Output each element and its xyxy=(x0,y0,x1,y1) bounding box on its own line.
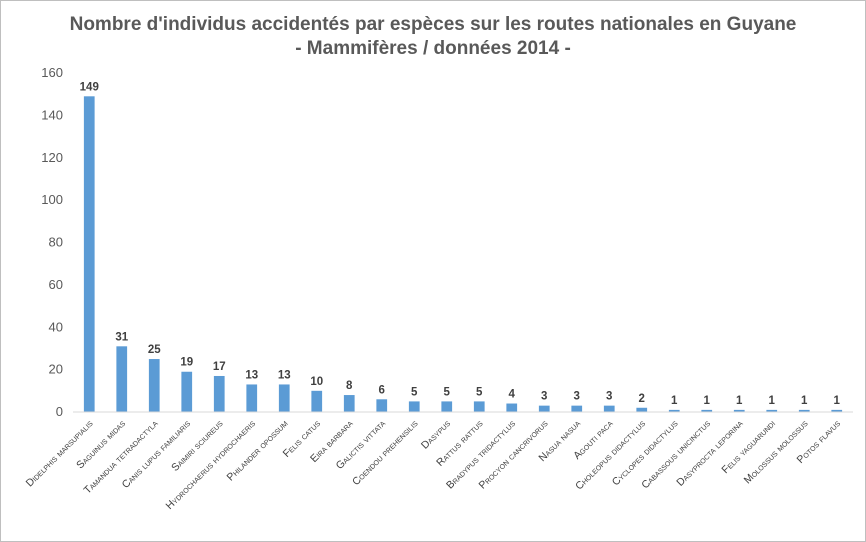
y-tick-label: 40 xyxy=(49,319,63,334)
bar xyxy=(441,401,453,412)
y-tick-label: 120 xyxy=(41,150,63,165)
bar xyxy=(311,390,323,412)
bar xyxy=(213,375,225,412)
bar xyxy=(83,96,95,413)
bars: 149 31 25 19 17 13 13 10 8 6 5 5 5 4 3 3 3 2 1 1 1 1 1 1 xyxy=(80,81,843,413)
data-label: 1 xyxy=(801,395,808,407)
bar xyxy=(668,409,680,412)
data-label: 2 xyxy=(639,393,645,405)
data-label: 1 xyxy=(671,395,678,407)
bar xyxy=(116,346,128,412)
bar xyxy=(798,409,810,412)
data-label: 3 xyxy=(574,391,580,403)
data-label: 1 xyxy=(704,395,711,407)
data-label: 8 xyxy=(346,380,353,392)
data-label: 3 xyxy=(606,391,612,403)
bar xyxy=(831,409,843,412)
bar xyxy=(571,405,583,412)
bar xyxy=(246,384,258,412)
chart-title-line2: - Mammifères / données 2014 - xyxy=(295,38,571,59)
data-label: 5 xyxy=(476,386,483,398)
bar xyxy=(636,407,648,412)
y-tick-label: 100 xyxy=(41,192,63,207)
data-label: 1 xyxy=(736,395,743,407)
y-tick-label: 60 xyxy=(49,277,63,292)
data-label: 1 xyxy=(769,395,776,407)
bar xyxy=(278,384,290,412)
bar xyxy=(343,395,355,412)
data-label: 149 xyxy=(80,81,99,93)
y-tick-label: 160 xyxy=(41,65,63,80)
bar xyxy=(148,359,160,412)
data-label: 5 xyxy=(411,386,418,398)
bar xyxy=(506,403,518,412)
data-label: 3 xyxy=(541,391,547,403)
data-label: 25 xyxy=(148,344,161,356)
data-label: 5 xyxy=(444,386,451,398)
bar xyxy=(701,409,713,412)
y-axis: 0 20 40 60 80 100 120 140 160 xyxy=(41,65,63,419)
bar xyxy=(181,371,193,412)
y-tick-label: 0 xyxy=(56,404,63,419)
data-label: 13 xyxy=(245,369,258,381)
data-label: 6 xyxy=(379,384,385,396)
bar xyxy=(538,405,550,412)
bar xyxy=(603,405,615,412)
data-label: 1 xyxy=(834,395,841,407)
bar xyxy=(473,401,485,412)
data-label: 13 xyxy=(278,369,291,381)
bar xyxy=(376,399,388,412)
data-label: 4 xyxy=(509,389,516,401)
y-tick-label: 80 xyxy=(49,235,63,250)
data-label: 19 xyxy=(180,357,193,369)
bar xyxy=(766,409,778,412)
data-label: 17 xyxy=(213,361,226,373)
y-tick-label: 20 xyxy=(49,362,63,377)
data-label: 10 xyxy=(310,376,323,388)
bar xyxy=(733,409,745,412)
bar xyxy=(408,401,420,412)
chart-title-line1: Nombre d'individus accidentés par espèce… xyxy=(70,14,797,35)
y-tick-label: 140 xyxy=(41,107,63,122)
data-label: 31 xyxy=(115,331,128,343)
